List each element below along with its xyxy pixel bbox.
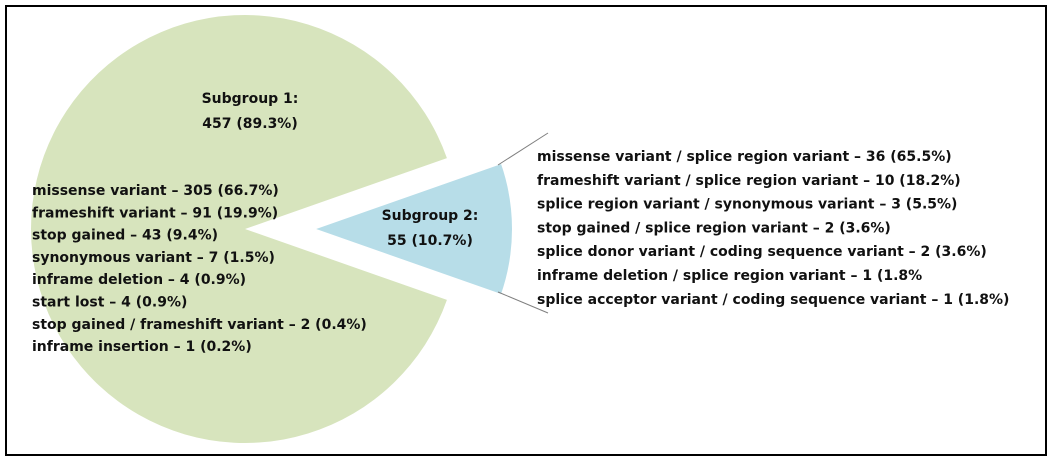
slice-value-label: 457 (89.3%) — [202, 116, 297, 132]
annotation: splice acceptor variant / coding sequenc… — [537, 292, 1009, 308]
slice-value-label: 55 (10.7%) — [387, 233, 473, 249]
annotation: stop gained / splice region variant – 2 … — [537, 220, 891, 236]
annotation: splice donor variant / coding sequence v… — [537, 244, 987, 260]
annotation: inframe insertion – 1 (0.2%) — [32, 339, 252, 355]
annotation: splice region variant / synonymous varia… — [537, 197, 957, 213]
annotation: start lost – 4 (0.9%) — [32, 295, 187, 311]
annotation: inframe deletion – 4 (0.9%) — [32, 272, 246, 288]
annotation: missense variant / splice region variant… — [537, 149, 952, 165]
leader-line — [497, 291, 549, 314]
leader-line — [497, 132, 549, 166]
pie-slice — [309, 161, 514, 297]
pie — [30, 14, 514, 443]
annotation: stop gained – 43 (9.4%) — [32, 228, 218, 244]
annotation: missense variant – 305 (66.7%) — [32, 183, 279, 199]
slice-label: Subgroup 1: — [202, 91, 299, 107]
annotation: synonymous variant – 7 (1.5%) — [32, 250, 275, 266]
annotation: stop gained / frameshift variant – 2 (0.… — [32, 317, 367, 333]
annotation: frameshift variant / splice region varia… — [537, 173, 961, 189]
annotation: inframe deletion / splice region variant… — [537, 268, 922, 284]
pie-slice — [30, 14, 447, 443]
slice-label: Subgroup 2: — [382, 208, 479, 224]
annotation: frameshift variant – 91 (19.9%) — [32, 205, 278, 221]
